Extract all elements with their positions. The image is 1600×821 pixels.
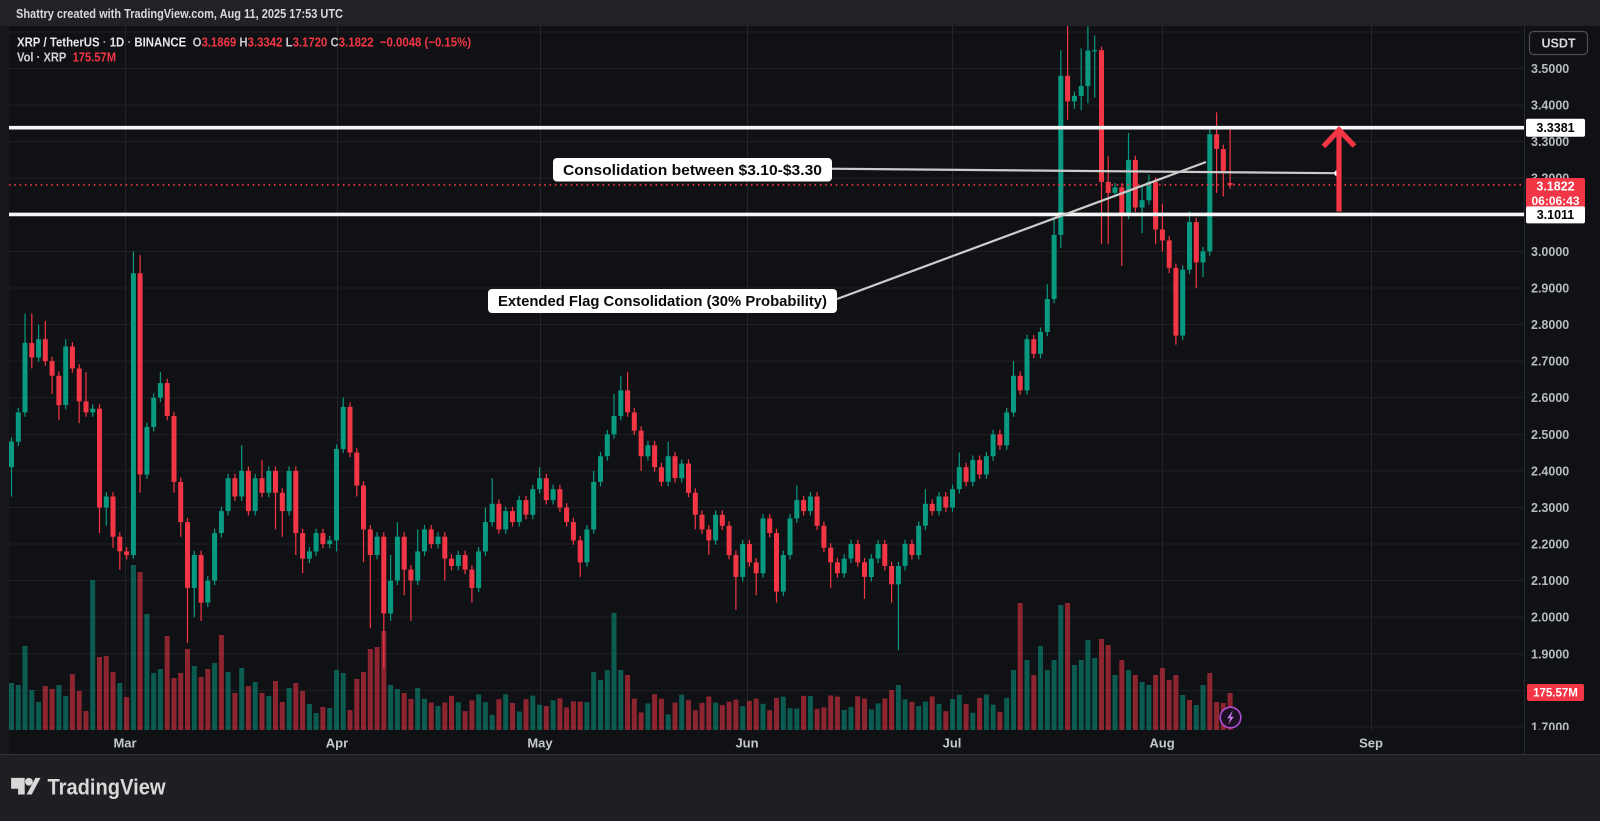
svg-text:Vol · XRP 175.57M: Vol · XRP 175.57M [17,50,116,65]
svg-text:3.1011: 3.1011 [1537,208,1575,222]
svg-text:Shattry created with TradingVi: Shattry created with TradingView.com, Au… [16,6,344,21]
svg-text:2.5000: 2.5000 [1531,428,1569,442]
svg-text:Aug: Aug [1149,736,1174,751]
svg-text:06:06:43: 06:06:43 [1531,194,1579,208]
svg-text:3.0000: 3.0000 [1531,245,1569,259]
svg-text:3.5000: 3.5000 [1531,62,1569,76]
svg-text:USDT: USDT [1541,37,1575,51]
svg-text:2.7000: 2.7000 [1531,355,1569,369]
svg-text:3.3000: 3.3000 [1531,135,1569,149]
svg-text:1.9000: 1.9000 [1531,647,1569,661]
svg-text:Consolidation between $3.10-$3: Consolidation between $3.10-$3.30 [563,162,822,179]
svg-text:2.0000: 2.0000 [1531,611,1569,625]
svg-text:May: May [527,736,553,751]
svg-text:3.4000: 3.4000 [1531,99,1569,113]
svg-text:2.4000: 2.4000 [1531,464,1569,478]
svg-text:2.8000: 2.8000 [1531,318,1569,332]
svg-text:Apr: Apr [326,736,348,751]
svg-text:2.3000: 2.3000 [1531,501,1569,515]
svg-text:Jun: Jun [735,736,758,751]
svg-text:3.1822: 3.1822 [1536,180,1574,194]
svg-text:2.1000: 2.1000 [1531,574,1569,588]
svg-text:3.3381: 3.3381 [1536,121,1574,135]
svg-text:2.2000: 2.2000 [1531,538,1569,552]
svg-text:2.9000: 2.9000 [1531,282,1569,296]
svg-text:Jul: Jul [943,736,962,751]
svg-text:Extended Flag Consolidation (3: Extended Flag Consolidation (30% Probabi… [498,293,827,310]
svg-text:175.57M: 175.57M [1533,688,1578,700]
svg-text:TradingView: TradingView [48,775,167,800]
svg-text:Sep: Sep [1359,736,1383,751]
svg-text:Mar: Mar [113,736,136,751]
svg-text:XRP / TetherUS · 1D · BINANCE: XRP / TetherUS · 1D · BINANCE O3.1869 H3… [17,35,471,50]
svg-text:2.6000: 2.6000 [1531,391,1569,405]
